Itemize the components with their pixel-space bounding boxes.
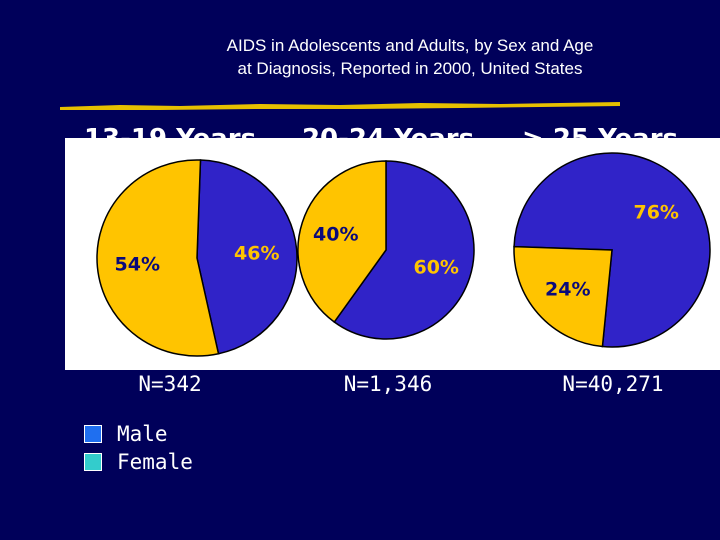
legend-label-male: Male: [117, 422, 168, 446]
pie-label-25-plus-female: 24%: [545, 278, 590, 300]
pie-label-20-24-male: 60%: [413, 257, 458, 279]
pie-slice-13-19-male: [196, 159, 298, 355]
pie-label-13-19-male: 46%: [234, 243, 279, 265]
legend-item-male: Male: [84, 420, 193, 448]
pie-slice-25-plus-female: [513, 245, 613, 348]
chart-title: AIDS in Adolescents and Adults, by Sex a…: [0, 34, 720, 80]
pie-label-20-24-female: 40%: [313, 223, 358, 245]
legend: Male Female: [84, 420, 193, 476]
n-label-20-24: N=1,346: [343, 372, 433, 396]
title-underline: [60, 102, 620, 110]
n-label-25-plus: N=40,271: [562, 372, 664, 396]
legend-swatch-female: [84, 453, 102, 471]
chart-title-line-1: AIDS in Adolescents and Adults, by Sex a…: [226, 36, 594, 55]
legend-swatch-male: [84, 425, 102, 443]
n-label-13-19: N=342: [138, 372, 202, 396]
pie-label-25-plus-male: 76%: [633, 202, 678, 224]
pie-slice-20-24-male: [333, 160, 475, 340]
pie-label-13-19-female: 54%: [115, 253, 160, 275]
pie-slice-20-24-female: [297, 160, 387, 324]
chart-title-line-2: at Diagnosis, Reported in 2000, United S…: [237, 59, 583, 78]
legend-item-female: Female: [84, 448, 193, 476]
pie-slice-13-19-female: [96, 159, 220, 357]
pie-charts: 46% 54% 60% 40% 76% 24%: [96, 152, 711, 357]
legend-label-female: Female: [117, 450, 193, 474]
pie-panel: 46% 54% 60% 40% 76% 24%: [65, 138, 720, 370]
